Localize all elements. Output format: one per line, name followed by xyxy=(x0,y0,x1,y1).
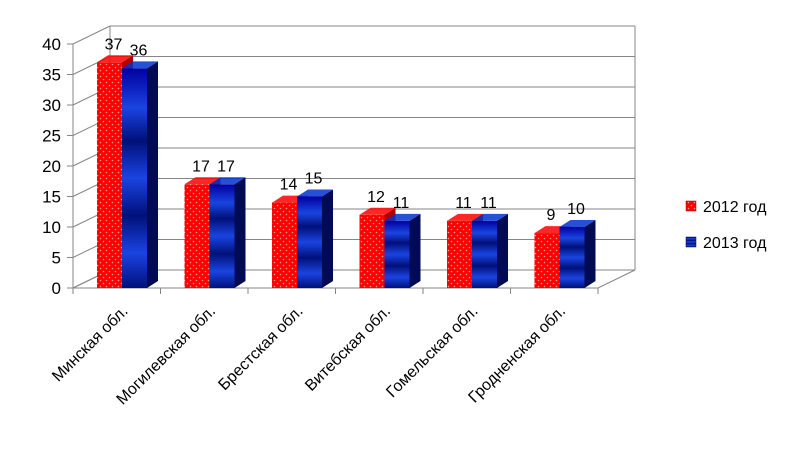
bar-side xyxy=(322,189,333,288)
data-label: 11 xyxy=(480,195,497,212)
x-tick-label: Могилевская обл. xyxy=(114,303,220,409)
gridline-depth xyxy=(72,25,111,45)
bar-front xyxy=(447,220,472,288)
x-tick-label: Гродненская обл. xyxy=(465,303,569,407)
data-label: 14 xyxy=(280,177,298,194)
bar-side xyxy=(584,220,596,288)
bar-front xyxy=(384,220,410,288)
data-label: 11 xyxy=(393,195,410,212)
bar-top xyxy=(447,213,483,221)
bar-top xyxy=(184,177,221,185)
bar xyxy=(384,213,421,288)
bar xyxy=(559,220,596,288)
bar-top xyxy=(97,55,133,63)
bar xyxy=(297,189,333,288)
y-tick-label: 30 xyxy=(42,96,61,115)
legend-swatch xyxy=(685,236,697,248)
bar xyxy=(209,177,246,288)
y-tick-label: 5 xyxy=(52,249,61,268)
bar-top xyxy=(297,189,333,197)
data-labels: 37 36 17 17 14 15 12 11 11 11 9 10 xyxy=(105,36,585,224)
y-tick-label: 40 xyxy=(42,35,61,54)
bar-front xyxy=(184,184,210,288)
data-label: 11 xyxy=(455,195,472,212)
bar-front xyxy=(272,202,297,288)
x-axis-labels: Минская обл.Могилевская обл.Брестская об… xyxy=(49,303,569,409)
bar xyxy=(122,61,158,289)
bar-side xyxy=(497,213,508,288)
bar-top xyxy=(122,61,158,69)
data-label: 9 xyxy=(547,207,556,224)
legend-label: 2012 год xyxy=(703,199,767,216)
y-tick-label: 15 xyxy=(42,188,61,207)
bar xyxy=(472,213,508,288)
bar-top xyxy=(359,207,396,215)
bar-front xyxy=(472,220,497,288)
x-tick-label: Витебская обл. xyxy=(302,303,394,395)
legend-swatch xyxy=(685,200,697,212)
y-tick-label: 10 xyxy=(42,218,61,237)
data-label: 37 xyxy=(105,36,123,53)
x-tick-label: Гомельская обл. xyxy=(383,303,481,401)
bar-top xyxy=(384,213,421,221)
bar-side xyxy=(147,61,158,289)
y-tick-label: 35 xyxy=(42,66,61,85)
bar-front xyxy=(359,214,385,288)
bar-top xyxy=(209,177,246,185)
x-tick-label: Минская обл. xyxy=(49,303,131,385)
bar-top xyxy=(559,220,596,227)
bar-front xyxy=(122,68,147,289)
bar-front xyxy=(297,196,322,288)
data-label: 10 xyxy=(567,201,585,218)
data-label: 12 xyxy=(367,189,385,206)
bar-front xyxy=(209,184,235,288)
bars xyxy=(97,55,596,289)
bar-top xyxy=(472,213,508,221)
bar-side xyxy=(234,177,246,288)
x-tick-label: Брестская обл. xyxy=(215,303,306,394)
bar-front xyxy=(559,227,585,288)
bar-front xyxy=(97,62,122,288)
y-tick-label: 25 xyxy=(42,127,61,146)
legend: 2012 год 2013 год xyxy=(685,199,767,252)
data-label: 17 xyxy=(192,158,210,175)
data-label: 17 xyxy=(217,158,235,175)
data-label: 15 xyxy=(305,171,323,188)
data-label: 36 xyxy=(130,42,148,59)
bar-side xyxy=(409,213,421,288)
y-tick-label: 0 xyxy=(52,279,61,298)
y-axis-ticks: 0 5 10 15 20 25 30 35 40 xyxy=(42,35,73,298)
y-tick-label: 20 xyxy=(42,157,61,176)
bar-front xyxy=(534,233,560,288)
legend-label: 2013 год xyxy=(703,235,767,252)
